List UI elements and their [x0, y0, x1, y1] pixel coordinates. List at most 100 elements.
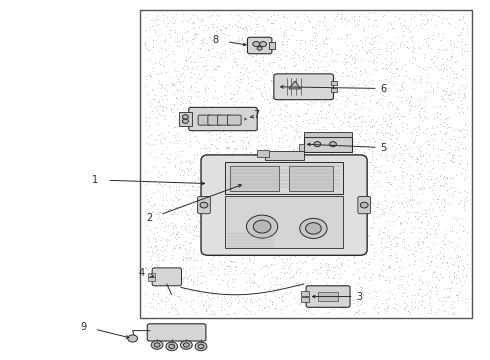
Point [429, 157, 437, 163]
Point [289, 273, 296, 279]
Point [197, 164, 205, 170]
Point [339, 185, 347, 190]
Point [320, 249, 328, 255]
Point [459, 15, 467, 21]
Point [333, 196, 341, 202]
Point [414, 156, 422, 162]
Point [386, 124, 394, 130]
Point [245, 234, 253, 240]
Point [237, 105, 245, 111]
Point [431, 284, 439, 290]
Point [150, 201, 158, 207]
Point [322, 293, 330, 299]
Point [436, 37, 444, 43]
Point [350, 271, 358, 276]
Point [158, 93, 166, 99]
Point [424, 260, 432, 265]
Point [192, 110, 199, 116]
Point [208, 103, 216, 109]
Point [189, 183, 197, 189]
Point [289, 246, 297, 252]
Point [391, 173, 398, 179]
Point [226, 159, 234, 165]
Point [303, 289, 311, 295]
Point [416, 151, 424, 157]
Point [370, 38, 378, 44]
Point [160, 224, 168, 229]
Point [437, 62, 444, 68]
Point [182, 225, 190, 231]
Point [299, 75, 307, 80]
Point [198, 188, 206, 193]
Point [209, 296, 217, 301]
Point [276, 72, 284, 77]
Point [314, 161, 322, 166]
Point [312, 226, 320, 232]
Point [430, 190, 438, 195]
Point [394, 72, 402, 78]
Point [442, 181, 450, 186]
Point [373, 129, 381, 135]
Point [182, 188, 190, 194]
Point [243, 134, 251, 140]
Point [413, 129, 420, 135]
Point [370, 139, 378, 145]
Point [281, 76, 289, 81]
Point [461, 265, 468, 271]
Point [293, 193, 301, 198]
Point [212, 233, 220, 239]
Point [400, 305, 408, 311]
Point [305, 248, 313, 254]
Point [299, 178, 307, 184]
Point [228, 291, 236, 297]
Point [291, 253, 299, 258]
Point [300, 93, 308, 99]
Point [322, 36, 330, 41]
Point [158, 150, 166, 156]
Circle shape [169, 344, 174, 348]
Point [405, 110, 413, 116]
Point [330, 181, 338, 187]
Point [416, 78, 423, 84]
Point [198, 280, 206, 286]
Point [351, 155, 359, 161]
Point [446, 91, 454, 97]
Point [406, 186, 414, 192]
FancyBboxPatch shape [358, 197, 370, 214]
Point [280, 31, 288, 37]
Point [319, 225, 327, 230]
Point [317, 239, 325, 245]
Point [345, 296, 353, 302]
Point [367, 295, 375, 301]
Point [220, 83, 228, 89]
Point [447, 243, 455, 249]
Point [169, 211, 177, 217]
Point [245, 237, 253, 242]
Point [352, 310, 360, 315]
Point [436, 193, 443, 199]
Point [362, 82, 370, 87]
Point [401, 218, 409, 224]
Point [441, 91, 449, 97]
Point [167, 80, 175, 86]
Point [324, 109, 332, 114]
Point [411, 244, 419, 249]
Point [350, 60, 358, 66]
Point [385, 99, 393, 105]
Point [174, 310, 182, 316]
Point [300, 131, 308, 137]
Bar [140, 10, 472, 318]
Point [342, 59, 349, 65]
Point [212, 143, 220, 148]
Point [274, 122, 282, 128]
Point [403, 97, 411, 103]
Point [211, 66, 219, 72]
Point [374, 39, 382, 45]
Circle shape [182, 119, 188, 123]
Point [283, 101, 291, 107]
Point [323, 243, 331, 248]
Point [428, 253, 436, 258]
Point [183, 39, 191, 45]
Bar [299, 144, 304, 152]
Point [181, 140, 189, 146]
